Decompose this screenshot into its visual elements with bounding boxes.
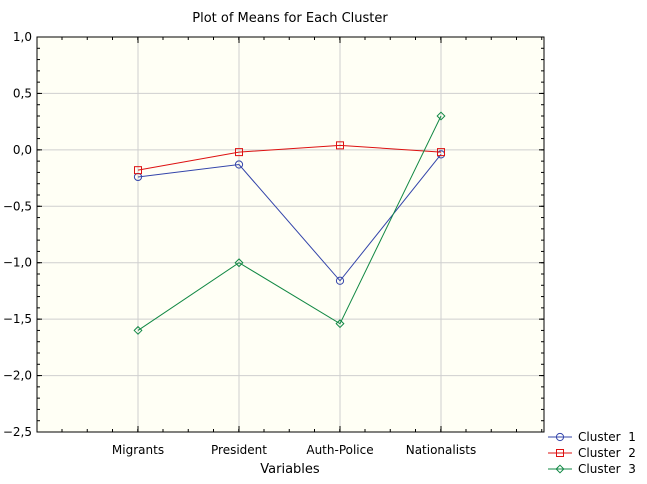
legend-label: Cluster 2: [578, 446, 636, 460]
data-point: [234, 160, 244, 169]
data-point: [134, 166, 142, 175]
x-tick-label: President: [211, 443, 267, 457]
data-point: [437, 148, 445, 157]
y-tick-labels: 1,0 0,5 0,0 −0,5 −1,0 −1,5 −2,0 −2,5: [3, 30, 32, 439]
y-tick-label: −0,5: [3, 199, 32, 213]
plot-frame: [36, 36, 545, 433]
series-3: [133, 111, 446, 335]
axis-ticks: [37, 36, 544, 433]
legend: Cluster 1 Cluster 2 Cluster 3: [548, 430, 636, 476]
x-tick-labels: Migrants President Auth-Police Nationalists: [112, 443, 476, 457]
y-tick-label: −2,0: [3, 369, 32, 383]
legend-label: Cluster 3: [578, 462, 636, 476]
series-2: [134, 141, 445, 175]
chart-title: Plot of Means for Each Cluster: [192, 11, 388, 26]
x-tick-label: Nationalists: [406, 443, 477, 457]
legend-entry: Cluster 1: [548, 430, 636, 444]
y-tick-label: −1,0: [3, 256, 32, 270]
legend-marker: [555, 432, 565, 442]
data-point: [335, 276, 345, 285]
data-point: [436, 111, 446, 121]
series-line: [137, 144, 442, 171]
data-point: [133, 325, 143, 335]
legend-marker: [556, 449, 564, 457]
legend-entry: Cluster 2: [548, 446, 636, 460]
x-tick-label: Migrants: [112, 443, 164, 457]
x-tick-label: Auth-Police: [306, 443, 373, 457]
y-tick-label: −1,5: [3, 312, 32, 326]
plot-area: [37, 37, 544, 432]
x-axis-label: Variables: [260, 462, 320, 477]
gridlines: [37, 37, 544, 432]
data-point: [335, 319, 345, 329]
series-line: [137, 154, 442, 282]
data-point: [235, 148, 243, 157]
y-tick-label: 0,5: [13, 86, 32, 100]
legend-entry: Cluster 3: [548, 462, 636, 476]
y-tick-label: −2,5: [3, 425, 32, 439]
series-line: [137, 115, 442, 331]
legend-label: Cluster 1: [578, 430, 636, 444]
data-point: [234, 258, 244, 268]
y-tick-label: 1,0: [13, 30, 32, 44]
y-tick-label: 0,0: [13, 143, 32, 157]
data-point: [336, 141, 344, 150]
series-layer: [133, 111, 446, 335]
legend-marker: [555, 464, 565, 474]
